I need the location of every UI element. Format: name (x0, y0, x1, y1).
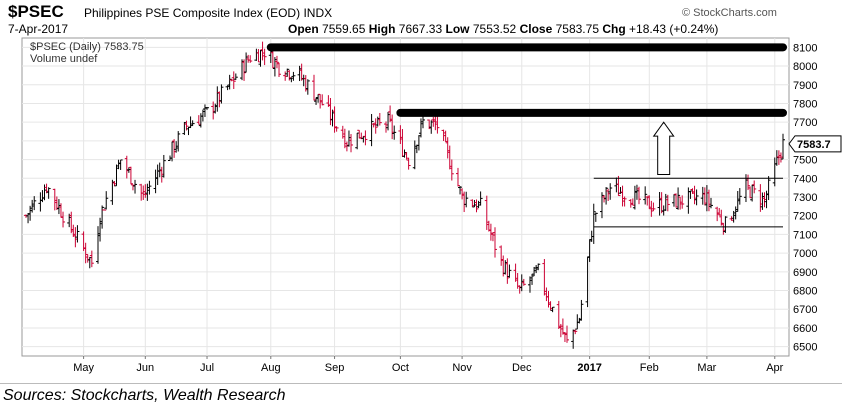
low-value: 7553.52 (472, 22, 517, 36)
source-caption: Sources: Stockcharts, Wealth Research (3, 387, 286, 404)
y-tick-label: 6600 (793, 323, 817, 335)
y-tick-label: 7200 (793, 211, 817, 223)
chg-label: Chg (602, 22, 626, 36)
source-divider (0, 383, 842, 384)
high-value: 7667.33 (398, 22, 443, 36)
grid-lines (22, 38, 789, 359)
y-tick-label: 7700 (793, 117, 817, 129)
close-value: 7583.75 (555, 22, 599, 36)
x-tick-label: Jul (200, 362, 214, 374)
x-tick-label: Dec (512, 362, 532, 374)
axis-ticks: 6500 6600 6700 6800 6900 7000 7100 7200 7300 7400… (73, 42, 842, 374)
y-tick-label: 7500 (793, 155, 817, 167)
last-price-tag (788, 135, 842, 153)
last-price-label: 7583.7 (797, 139, 831, 151)
high-label: High (368, 22, 396, 36)
x-tick-label: Nov (452, 362, 472, 374)
y-tick-label: 8000 (793, 61, 817, 73)
y-tick-label: 6700 (793, 304, 817, 316)
y-tick-label: 6800 (793, 286, 817, 298)
chg-value: +18.43 (+0.24%) (629, 22, 719, 36)
y-tick-label: 6900 (793, 267, 817, 279)
exchange-label: INDX (303, 6, 333, 20)
ohlc-readout: Open 7559.65 High 7667.33 Low 7553.52 Cl… (288, 22, 718, 36)
y-tick-label: 6500 (793, 342, 817, 354)
y-tick-label: 7100 (793, 229, 817, 241)
legend-volume-label: Volume undef (30, 53, 98, 65)
ticker-symbol: $PSEC (8, 2, 64, 21)
y-tick-label: 7800 (793, 98, 817, 110)
legend-series-label: $PSEC (Daily) 7583.75 (30, 41, 144, 53)
index-name: Philippines PSE Composite Index (EOD) IN… (84, 6, 332, 20)
x-tick-label: Oct (392, 362, 409, 374)
open-value: 7559.65 (322, 22, 366, 36)
price-chart[interactable]: 6500 6600 6700 6800 6900 7000 7100 7200 7300 7400… (0, 0, 842, 380)
y-tick-label: 7300 (793, 192, 817, 204)
chart-legend: $PSEC (Daily) 7583.75 Volume undef (30, 41, 144, 65)
x-tick-label: May (73, 362, 94, 374)
x-tick-label: Jun (136, 362, 154, 374)
chart-date: 7-Apr-2017 (8, 22, 69, 36)
y-tick-label: 7000 (793, 248, 817, 260)
x-tick-label: Aug (261, 362, 281, 374)
up-arrow-icon (652, 121, 675, 176)
y-tick-label: 7400 (793, 173, 817, 185)
y-tick-label: 8100 (793, 42, 817, 54)
brand-label[interactable]: © StockCharts.com (682, 7, 777, 19)
up-arrow-shape (652, 121, 675, 176)
x-tick-label: 2017 (577, 362, 601, 374)
y-tick-label: 7900 (793, 80, 817, 92)
open-label: Open (288, 22, 319, 36)
x-tick-label: Apr (766, 362, 783, 374)
x-tick-label: Mar (697, 362, 716, 374)
x-tick-label: Feb (640, 362, 659, 374)
index-name-text: Philippines PSE Composite Index (EOD) (84, 6, 301, 20)
x-tick-label: Sep (325, 362, 345, 374)
low-label: Low (445, 22, 470, 36)
trend-lines (266, 43, 787, 228)
ohlc-bars (24, 41, 785, 349)
close-label: Close (519, 22, 553, 36)
